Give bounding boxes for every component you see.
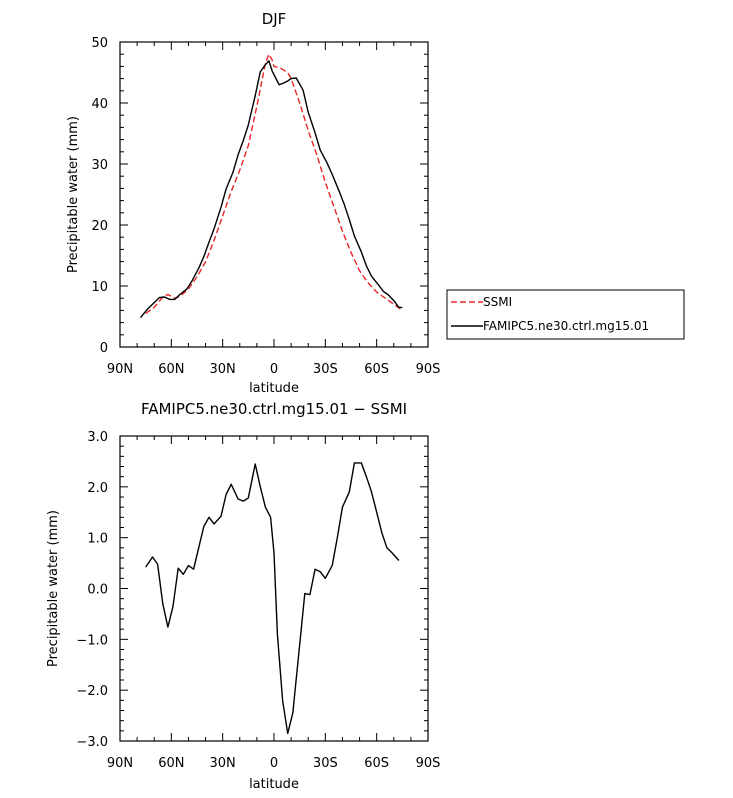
plot-frame: [119, 41, 429, 348]
y-tick-label: −1.0: [76, 633, 108, 648]
x-tick-label: 30N: [210, 756, 236, 771]
x-tick-label: 60N: [158, 756, 184, 771]
chart-panel-1: DJF 90N 60N 30N 0 30S 60S 90S 0 10 20 30 40 50 latitud…: [66, 10, 440, 396]
y-axis-label: Precipitable water (mm): [46, 510, 61, 667]
chart-title: DJF: [262, 10, 287, 28]
x-axis-label: latitude: [249, 777, 299, 792]
x-tick-label: 60S: [364, 362, 389, 377]
series-line-ssmi: [145, 53, 403, 314]
series-line-difference: [145, 462, 400, 735]
y-axis-label: Precipitable water (mm): [66, 116, 81, 273]
x-tick-label: 60N: [158, 362, 184, 377]
y-tick-label: −3.0: [76, 735, 108, 750]
y-tick-label: 2.0: [87, 481, 108, 496]
x-tick-label: 90S: [416, 756, 441, 771]
chart-panel-2: FAMIPC5.ne30.ctrl.mg15.01 − SSMI 90N 60N 30…: [46, 400, 440, 792]
x-tick-label: 90N: [107, 756, 133, 771]
x-tick-label: 0: [270, 756, 278, 771]
x-tick-label: 30S: [313, 756, 338, 771]
legend-label: SSMI: [483, 295, 512, 309]
x-tick-label: 90N: [107, 362, 133, 377]
y-tick-label: −2.0: [76, 684, 108, 699]
chart-title: FAMIPC5.ne30.ctrl.mg15.01 − SSMI: [141, 400, 407, 418]
legend-label: FAMIPC5.ne30.ctrl.mg15.01: [483, 319, 649, 333]
series-line-famipc5-ne30-ctrl-mg15-01: [139, 60, 403, 319]
y-tick-label: 1.0: [87, 532, 108, 547]
x-tick-label: 60S: [364, 756, 389, 771]
y-tick-label: 30: [91, 158, 108, 173]
x-axis-label: latitude: [249, 381, 299, 396]
legend: SSMI FAMIPC5.ne30.ctrl.mg15.01: [446, 289, 685, 340]
plot-frame: [119, 435, 429, 742]
y-tick-label: 20: [91, 219, 108, 234]
legend-box: [446, 289, 685, 340]
x-tick-label: 0: [270, 362, 278, 377]
x-tick-label: 30N: [210, 362, 236, 377]
y-tick-label: 0: [100, 341, 108, 356]
y-tick-label: 0.0: [87, 583, 108, 598]
y-tick-label: 3.0: [87, 430, 108, 445]
x-tick-label: 90S: [416, 362, 441, 377]
y-tick-label: 50: [91, 36, 108, 51]
y-tick-label: 40: [91, 97, 108, 112]
y-tick-label: 10: [91, 280, 108, 295]
x-tick-label: 30S: [313, 362, 338, 377]
